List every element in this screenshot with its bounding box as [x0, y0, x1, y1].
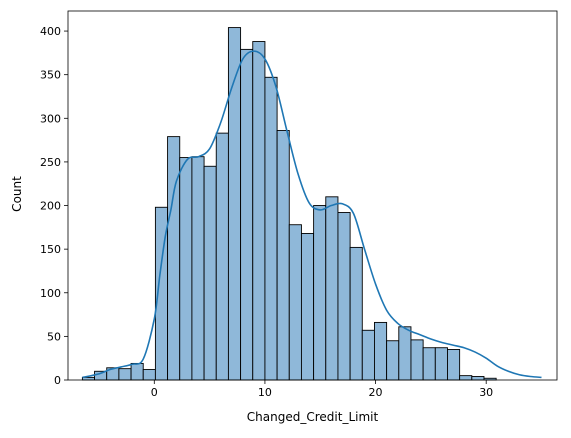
histogram-bar	[215, 132, 229, 381]
y-tick-label: 150	[40, 243, 61, 256]
kde-curve	[82, 50, 542, 379]
histogram-bar	[410, 339, 424, 381]
y-tick-label: 350	[40, 69, 61, 82]
histogram-bar	[167, 136, 181, 381]
histogram-bar	[361, 329, 375, 381]
histogram-bar	[422, 347, 436, 381]
histogram-bar	[264, 76, 278, 381]
histogram-bar	[130, 362, 144, 381]
histogram-bar	[288, 224, 302, 381]
histogram-bar	[434, 347, 448, 381]
histogram-bar	[447, 349, 461, 381]
y-tick-label: 0	[54, 374, 61, 387]
histogram-bar	[203, 165, 217, 381]
histogram-bar	[398, 326, 412, 381]
histogram-bar	[142, 369, 156, 381]
y-axis-label: Count	[10, 176, 24, 212]
histogram-bar	[252, 41, 266, 381]
y-tick-label: 50	[47, 330, 61, 343]
x-tick-label: 10	[258, 386, 272, 399]
histogram-bar	[300, 232, 315, 381]
histogram-bar	[459, 375, 473, 381]
y-tick-label: 300	[40, 112, 61, 125]
histogram-bar	[179, 157, 193, 381]
histogram-bar	[349, 246, 363, 381]
x-tick-label: 30	[479, 386, 493, 399]
histogram-bar	[337, 212, 351, 381]
y-tick-label: 250	[40, 156, 61, 169]
y-tick-label: 200	[40, 200, 61, 213]
y-tick-label: 400	[40, 25, 61, 38]
histogram-bars	[81, 27, 497, 381]
histogram-bar	[325, 196, 339, 381]
x-axis-label: Changed_Credit_Limit	[247, 410, 379, 424]
histogram-bar	[313, 205, 327, 381]
y-tick-label: 100	[40, 287, 61, 300]
histogram-bar	[276, 130, 290, 381]
plot-frame	[67, 10, 558, 381]
histogram-bar	[471, 376, 485, 381]
x-tick-label: 20	[369, 386, 383, 399]
histogram-bar	[191, 156, 205, 381]
histogram-bar	[386, 340, 400, 381]
x-tick-label: 0	[151, 386, 158, 399]
histogram-bar	[118, 368, 132, 381]
histogram-bar	[374, 321, 388, 381]
histogram-bar	[240, 48, 254, 381]
